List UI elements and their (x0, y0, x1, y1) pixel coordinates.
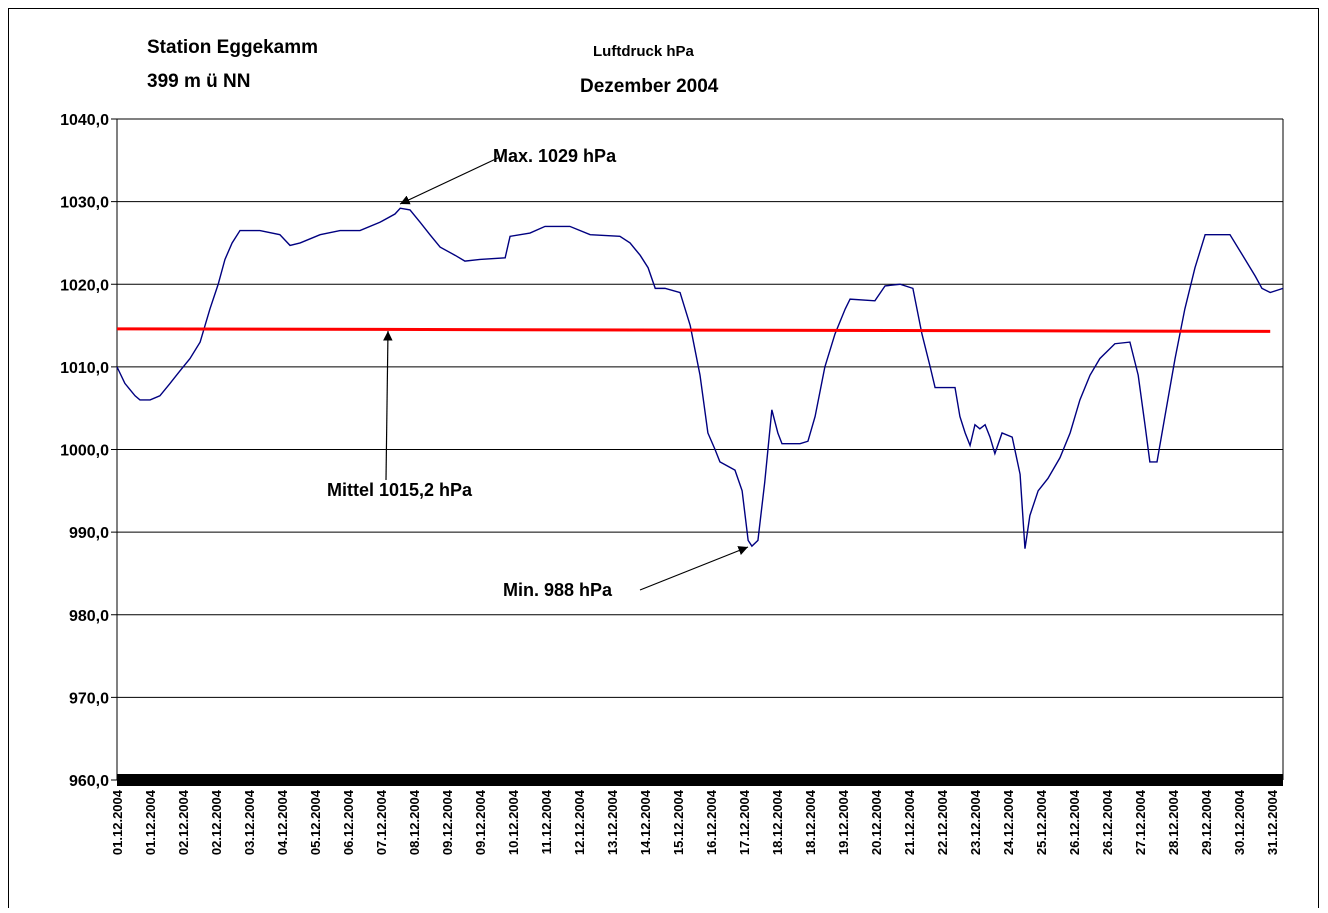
x-tick-label: 18.12.2004 (803, 789, 818, 855)
x-tick-label: 24.12.2004 (1001, 789, 1016, 855)
x-tick-label: 08.12.2004 (407, 789, 422, 855)
line (116, 207, 1284, 549)
x-tick-label: 02.12.2004 (176, 789, 191, 855)
x-tick-label: 13.12.2004 (605, 789, 620, 855)
y-tick-label: 1040,0 (60, 112, 109, 129)
elevation: 399 m ü NN (147, 71, 250, 92)
arrow (399, 156, 501, 205)
x-tick-label: 30.12.2004 (1232, 789, 1247, 855)
x-tick-label: 28.12.2004 (1166, 789, 1181, 855)
annotation: Min. 988 hPa (503, 580, 613, 600)
x-tick-label: 15.12.2004 (671, 789, 686, 855)
x-tick-label: 10.12.2004 (506, 789, 521, 855)
y-tick-label: 1020,0 (60, 277, 109, 294)
x-tick-label: 26.12.2004 (1100, 789, 1115, 855)
x-tick-label: 31.12.2004 (1265, 789, 1280, 855)
x-tick-label: 20.12.2004 (869, 789, 884, 855)
x-tick-label: 03.12.2004 (242, 789, 257, 855)
x-tick-label: 25.12.2004 (1034, 789, 1049, 855)
x-tick-label: 22.12.2004 (935, 789, 950, 855)
x-tick-label: 23.12.2004 (968, 789, 983, 855)
chart-subtitle: Dezember 2004 (580, 76, 719, 97)
line (116, 327, 1271, 333)
plot: 960,0 970,0 980,0 990,0 1000,0 1010,0 1020,0 10… (60, 112, 1284, 855)
x-tick-label: 16.12.2004 (704, 789, 719, 855)
x-tick-label: 02.12.2004 (209, 789, 224, 855)
x-tick-label: 19.12.2004 (836, 789, 851, 855)
chart-title: Luftdruck hPa (593, 43, 694, 60)
y-tick-label: 1030,0 (60, 195, 109, 212)
x-tick-label: 26.12.2004 (1067, 789, 1082, 855)
x-tick-label: 09.12.2004 (440, 789, 455, 855)
x-axis (117, 774, 1283, 786)
arrow (639, 546, 749, 591)
y-tick-label: 1010,0 (60, 360, 109, 377)
frame (8, 8, 1319, 913)
y-tick-label: 1000,0 (60, 443, 109, 460)
x-tick-label: 12.12.2004 (572, 789, 587, 855)
x-tick-label: 09.12.2004 (473, 789, 488, 855)
x-tick-label: 06.12.2004 (341, 789, 356, 855)
x-tick-label: 17.12.2004 (737, 789, 752, 855)
arrow (383, 330, 393, 481)
y-tick-label: 990,0 (69, 525, 109, 542)
y-tick-label: 970,0 (69, 690, 109, 707)
x-tick-label: 21.12.2004 (902, 789, 917, 855)
station: Station Eggekamm (147, 37, 318, 58)
x-tick-label: 07.12.2004 (374, 789, 389, 855)
x-tick-label: 29.12.2004 (1199, 789, 1214, 855)
x-tick-label: 18.12.2004 (770, 789, 785, 855)
y-tick-label: 980,0 (69, 608, 109, 625)
annotation: Mittel 1015,2 hPa (327, 480, 473, 500)
x-tick-label: 14.12.2004 (638, 789, 653, 855)
x-tick-label: 27.12.2004 (1133, 789, 1148, 855)
annotation: Max. 1029 hPa (493, 146, 617, 166)
x-tick-label: 05.12.2004 (308, 789, 323, 855)
x-tick-label: 04.12.2004 (275, 789, 290, 855)
x-tick-label: 01.12.2004 (143, 789, 158, 855)
y-tick-label: 960,0 (69, 773, 109, 790)
x-tick-label: 11.12.2004 (539, 789, 554, 854)
x-tick-label: 01.12.2004 (110, 789, 125, 855)
